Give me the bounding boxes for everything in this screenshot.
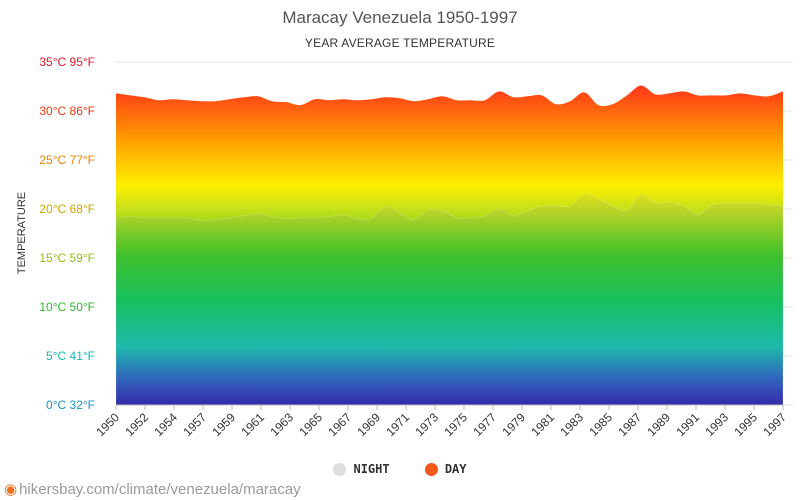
y-tick-label: 25°C 77°F [39,153,95,167]
x-tick-label: 1961 [238,410,267,439]
series-night-area [115,193,784,406]
y-axis-title: TEMPERATURE [16,192,28,274]
x-tick-label: 1997 [760,410,789,439]
legend-item-night[interactable]: NIGHT [333,462,390,476]
y-tick-label: 30°C 86°F [39,104,95,118]
x-tick-label: 1971 [383,410,412,439]
legend-item-day[interactable]: DAY [424,462,467,476]
chart-title: Maracay Venezuela 1950-1997 [282,8,518,27]
source-url: hikersbay.com/climate/venezuela/maracay [19,481,301,498]
x-tick-label: 1985 [586,410,615,439]
y-tick-label: 35°C 95°F [39,55,95,69]
y-axis: 0°C 32°F 5°C 41°F 10°C 50°F 15°C 59°F 20°C 6… [39,55,95,412]
y-tick-label: 10°C 50°F [39,300,95,314]
x-tick-label: 1979 [499,410,528,439]
x-tick-label: 1952 [122,410,151,439]
x-tick-label: 1957 [180,410,209,439]
source-link[interactable]: ◉ hikersbay.com/climate/venezuela/maracay [4,480,301,498]
x-tick-label: 1967 [325,410,354,439]
series-areas [115,85,784,406]
map-pin-icon: ◉ [4,481,18,498]
x-axis: 1950 1952 1954 1957 1959 1961 1963 1965 1967 1969… [93,404,789,439]
x-tick-label: 1963 [267,410,296,439]
x-tick-label: 1950 [93,410,122,439]
y-tick-label: 5°C 41°F [46,349,95,363]
legend-day-label: DAY [444,462,467,476]
x-tick-label: 1987 [615,410,644,439]
temperature-area-chart: 0°C 32°F 5°C 41°F 10°C 50°F 15°C 59°F 20°C 6… [16,55,793,439]
night-marker-icon [333,462,347,476]
x-tick-label: 1965 [296,410,325,439]
day-marker-icon [424,462,438,476]
y-tick-label: 0°C 32°F [46,398,95,412]
y-tick-label: 20°C 68°F [39,202,95,216]
x-tick-label: 1991 [673,410,702,439]
x-tick-label: 1959 [209,410,238,439]
chart-subtitle: YEAR AVERAGE TEMPERATURE [304,36,496,50]
x-tick-label: 1983 [557,410,586,439]
x-tick-label: 1975 [441,410,470,439]
x-tick-label: 1995 [731,410,760,439]
y-tick-label: 15°C 59°F [39,251,95,265]
x-tick-label: 1993 [702,410,731,439]
x-tick-label: 1969 [354,410,383,439]
series-night-shade [116,194,783,405]
x-tick-label: 1954 [151,410,180,439]
x-tick-label: 1977 [470,410,499,439]
x-tick-label: 1973 [412,410,441,439]
legend: NIGHT DAY [0,462,800,479]
x-tick-label: 1981 [528,410,557,439]
x-tick-label: 1989 [644,410,673,439]
legend-night-label: NIGHT [353,462,390,476]
